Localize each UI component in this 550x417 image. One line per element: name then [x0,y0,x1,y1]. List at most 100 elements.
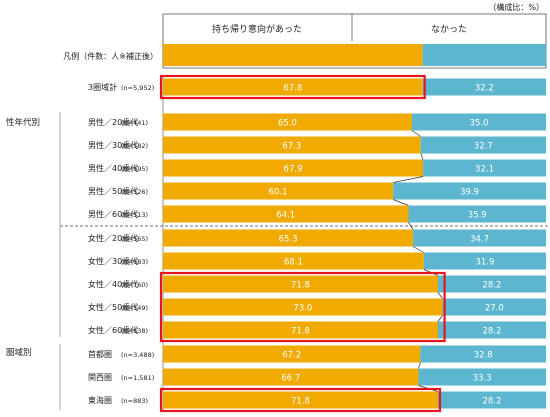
bar-yes-value: 64.1 [276,211,295,221]
bar-no-value: 39.9 [460,188,479,198]
legend-prefix: 凡例（件数：人※補正後） [63,51,158,61]
row-count: (n=5,952) [121,84,154,92]
row-label: 男性／60歳代 [88,209,138,219]
bar-yes [163,136,421,154]
row-label: 女性／60歳代 [88,325,138,335]
legend-no-swatch [422,44,546,66]
bar-no [437,321,546,339]
bar-no-value: 35.0 [470,119,489,129]
bar-no [408,205,546,223]
bar-connector-line [393,199,409,206]
bar-yes [163,391,438,409]
bar-connector-line [411,130,421,137]
bar-no-value: 33.3 [473,374,492,384]
bar-yes [163,368,419,386]
group-label-region: 圏域別 [6,347,32,358]
row-count: (n=883) [121,397,148,405]
bar-yes-value: 67.8 [283,84,302,94]
bar-no [413,229,546,247]
bar-no [423,159,546,177]
bar-no [437,391,546,409]
bar-yes-value: 65.3 [279,235,298,245]
bar-no-value: 31.9 [475,258,494,268]
bar-yes-value: 67.3 [282,142,301,152]
bar-no [423,252,546,270]
bar-no [393,182,546,200]
bar-yes [163,159,424,177]
row-count: (n=526) [121,188,148,196]
bar-yes-value: 71.8 [291,397,310,407]
bar-yes [163,113,412,131]
bar-no-value: 28.2 [483,281,502,291]
row-count: (n=760) [121,281,148,289]
bar-yes [163,298,443,316]
plot-area: 3圏域計 (n=5,952) 67.8 32.2 男性／20歳代(n=441) 65.0 3… [59,74,549,413]
bar-yes [163,252,424,270]
bar-yes-value: 65.0 [278,119,297,129]
bar-no-value: 27.0 [485,304,504,314]
bar-yes-value: 60.1 [269,188,288,198]
row-count: (n=582) [121,142,148,150]
row-label: 女性／50歳代 [88,302,138,312]
bar-connector-line [408,222,414,230]
bar-connector-line [437,315,443,322]
row-label: 男性／30歳代 [88,140,138,150]
group-label-gender-age: 性年代別 [6,117,40,128]
bar-connector-line [437,292,443,299]
bar-no [422,78,546,96]
bar-connector-line [412,246,424,253]
highlight-box [159,74,426,100]
legend-yes-swatch [163,44,423,66]
bar-yes [163,182,394,200]
bar-yes [163,205,409,223]
row-count: (n=683) [121,258,148,266]
bar-no-value: 35.9 [468,211,487,221]
bar-yes-value: 71.8 [291,327,310,337]
bar-no-value: 32.1 [475,165,494,175]
bar-yes [163,321,438,339]
bar-yes [163,78,423,96]
highlight-box [159,271,446,343]
row-count: (n=549) [121,304,148,312]
row-count: (n=441) [121,119,148,127]
bar-connector-line [393,176,424,183]
bar-no [418,368,546,386]
bar-no [411,113,546,131]
row-label: 男性／20歳代 [88,117,138,127]
row-label: 女性／40歳代 [88,279,138,289]
bar-no [442,298,546,316]
row-label: 男性／50歳代 [88,186,138,196]
bar-no-value: 32.8 [474,351,493,361]
row-label: 女性／30歳代 [88,256,138,266]
bar-yes-value: 71.8 [291,281,310,291]
bar-connector-line [418,362,421,369]
row-count: (n=3,488) [121,351,154,359]
unit-note: （構成比：%） [488,2,544,12]
row-label: 東海圏 [88,395,112,405]
bar-no [420,345,546,363]
row-count: (n=513) [121,211,148,219]
bar-no-value: 28.2 [483,327,502,337]
bar-yes [163,275,438,293]
row-count: (n=1,581) [121,374,154,382]
bar-yes-value: 66.7 [281,374,300,384]
row-label: 男性／40歳代 [88,163,138,173]
bar-yes-value: 67.9 [284,165,303,175]
legend-no-label: なかった [431,24,467,35]
bar-yes-value: 68.1 [284,258,303,268]
bar-yes [163,345,421,363]
highlight-box [159,387,442,413]
bar-no [437,275,546,293]
bar-yes [163,229,414,247]
legend-header-box [162,13,547,69]
row-label: 3圏域計 [88,82,117,92]
row-label: 女性／20歳代 [88,233,138,243]
bar-yes-value: 73.0 [293,304,312,314]
row-label: 関西圏 [88,373,112,382]
bar-yes-value: 67.2 [282,351,301,361]
legend-yes-label: 持ち帰り意向があった [212,23,302,35]
bar-connector-line [420,153,424,160]
bar-no-value: 32.7 [474,142,493,152]
bar-no-value: 34.7 [470,235,489,245]
